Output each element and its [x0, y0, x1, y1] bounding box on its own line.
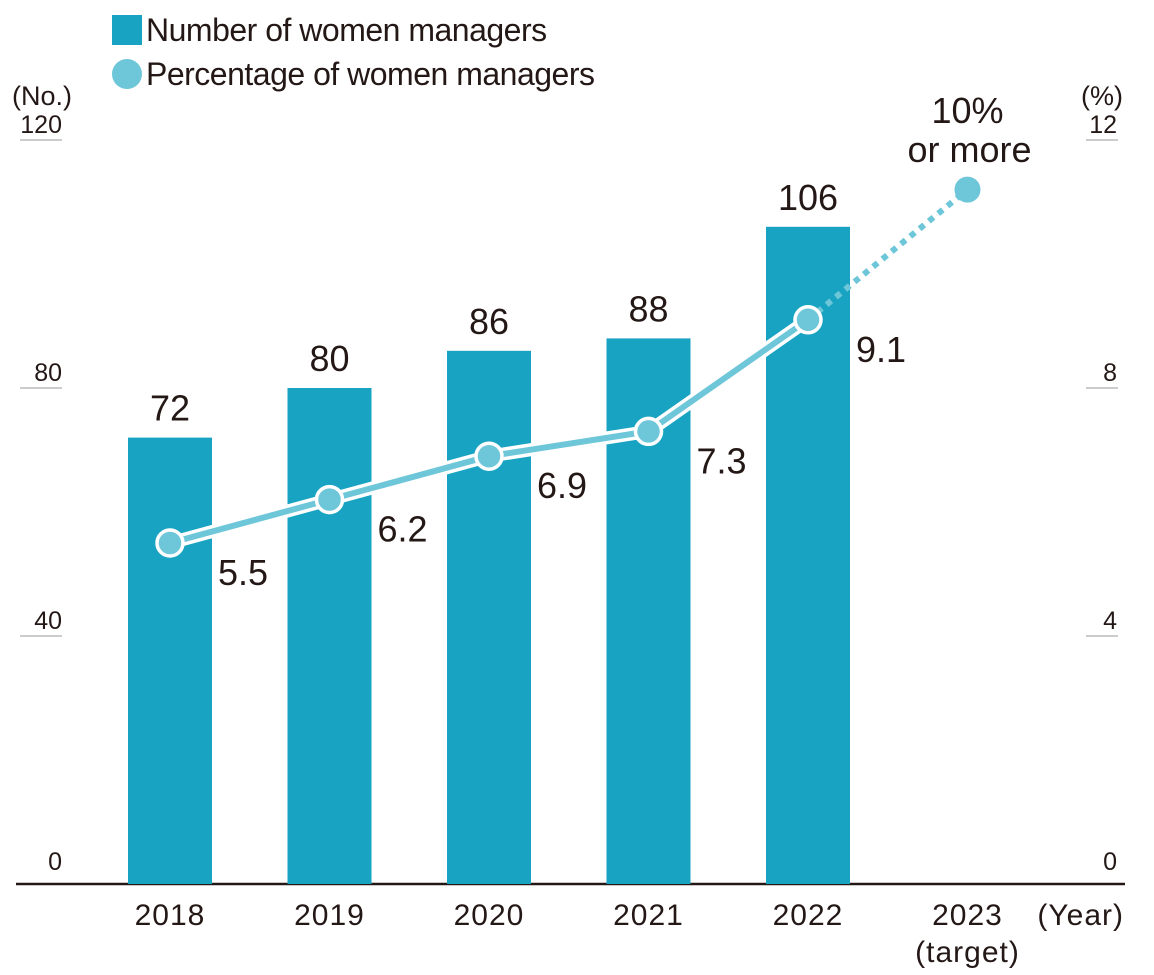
legend: Number of women managers Percentage of w…	[112, 8, 595, 96]
y-left-tick-label: 120	[20, 111, 62, 139]
x-tick-label: 2022	[773, 899, 844, 932]
y-left-tick-label: 40	[34, 607, 62, 635]
bar	[287, 388, 372, 884]
target-label: 10%	[931, 90, 1003, 131]
x-tick-label: 2018	[135, 899, 206, 932]
line-value-label: 5.5	[218, 552, 268, 593]
line-series	[155, 176, 981, 558]
y-right-tick-label: 8	[1103, 359, 1117, 387]
bar-value-label: 80	[309, 338, 349, 379]
data-point	[314, 484, 345, 515]
bar	[447, 350, 531, 884]
legend-item-percentage: Percentage of women managers	[112, 52, 595, 96]
bar	[128, 437, 212, 884]
line-value-label: 7.3	[697, 440, 747, 481]
target-label: or more	[907, 129, 1031, 170]
x-tick-label: 2020	[454, 899, 525, 932]
x-tick-sublabel: (target)	[915, 936, 1020, 969]
legend-item-number: Number of women managers	[112, 8, 594, 52]
data-point	[474, 441, 504, 471]
legend-label-percentage: Percentage of women managers	[146, 55, 595, 92]
data-labels: 72 80 86 88 106 5.5 6.2 6.9 7.3 9.1 10%or more	[150, 90, 1032, 593]
line-value-label: 6.2	[378, 509, 428, 550]
x-tick-label: 2023	[932, 899, 1003, 932]
bar-value-label: 106	[778, 177, 838, 218]
axes: (No.) (%) (Year) 0 40 80 120 0 4 8 12 2018 2019 20…	[12, 81, 1125, 969]
data-point	[793, 305, 823, 335]
bar-value-label: 88	[628, 288, 668, 329]
data-point	[633, 416, 664, 447]
bar-value-label: 86	[469, 301, 509, 342]
y-right-tick-label: 4	[1103, 607, 1117, 635]
y-right-unit: (%)	[1081, 81, 1123, 111]
y-left-unit: (No.)	[12, 81, 72, 111]
line-value-label: 9.1	[856, 329, 906, 370]
x-tick-label: 2021	[613, 899, 684, 932]
line-value-label: 6.9	[537, 465, 587, 506]
target-data-point	[954, 176, 981, 203]
target-line-dashed	[806, 187, 970, 323]
y-left-tick-label: 80	[34, 359, 62, 387]
x-axis-unit: (Year)	[1037, 899, 1124, 932]
bar-swatch-icon	[112, 15, 142, 45]
y-right-tick-label: 0	[1103, 848, 1117, 876]
legend-label-number: Number of women managers	[146, 11, 547, 48]
dot-swatch-icon	[112, 59, 142, 89]
bar-value-label: 72	[150, 388, 190, 429]
x-tick-label: 2019	[294, 899, 365, 932]
data-point	[155, 528, 185, 558]
y-right-tick-label: 12	[1089, 111, 1117, 139]
y-left-tick-label: 0	[48, 848, 62, 876]
